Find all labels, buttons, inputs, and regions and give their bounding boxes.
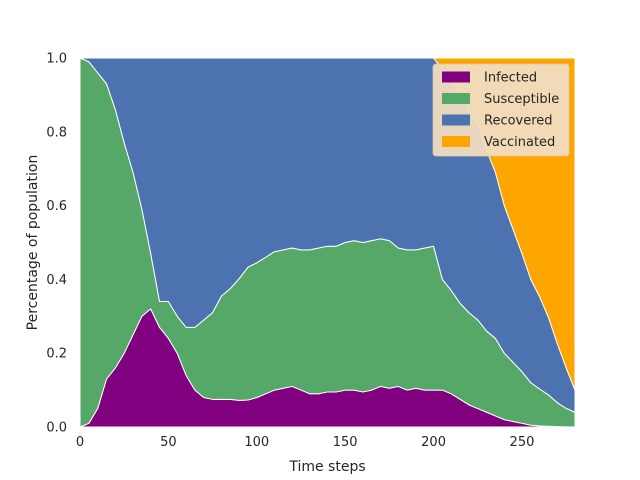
legend-swatch-infected — [442, 71, 470, 83]
x-axis-ticks: 0 50 100 150 200 250 — [76, 435, 535, 450]
x-axis-label: Time steps — [288, 459, 365, 475]
x-tick-label: 250 — [510, 435, 535, 450]
legend-label-infected: Infected — [484, 71, 537, 86]
y-tick-label: 0.0 — [46, 421, 67, 436]
legend-swatch-vaccinated — [442, 136, 470, 147]
x-tick-label: 100 — [244, 435, 269, 450]
y-tick-label: 0.8 — [46, 125, 67, 140]
legend-label-susceptible: Susceptible — [484, 92, 559, 107]
y-tick-label: 1.0 — [46, 52, 67, 67]
x-tick-label: 200 — [421, 435, 446, 450]
legend-box — [432, 63, 570, 157]
y-tick-label: 0.2 — [46, 347, 67, 362]
y-axis-ticks: 0.0 0.2 0.4 0.6 0.8 1.0 — [46, 52, 67, 436]
legend: Infected Susceptible Recovered Vaccinated — [432, 63, 570, 157]
legend-label-recovered: Recovered — [484, 114, 553, 129]
x-tick-label: 0 — [76, 435, 84, 450]
y-axis-label: Percentage of population — [25, 155, 41, 331]
x-tick-label: 150 — [333, 435, 358, 450]
legend-swatch-susceptible — [442, 93, 470, 104]
legend-label-vaccinated: Vaccinated — [484, 135, 555, 150]
y-tick-label: 0.4 — [46, 273, 67, 288]
x-tick-label: 50 — [160, 435, 177, 450]
y-tick-label: 0.6 — [46, 199, 67, 214]
legend-swatch-recovered — [442, 114, 470, 126]
